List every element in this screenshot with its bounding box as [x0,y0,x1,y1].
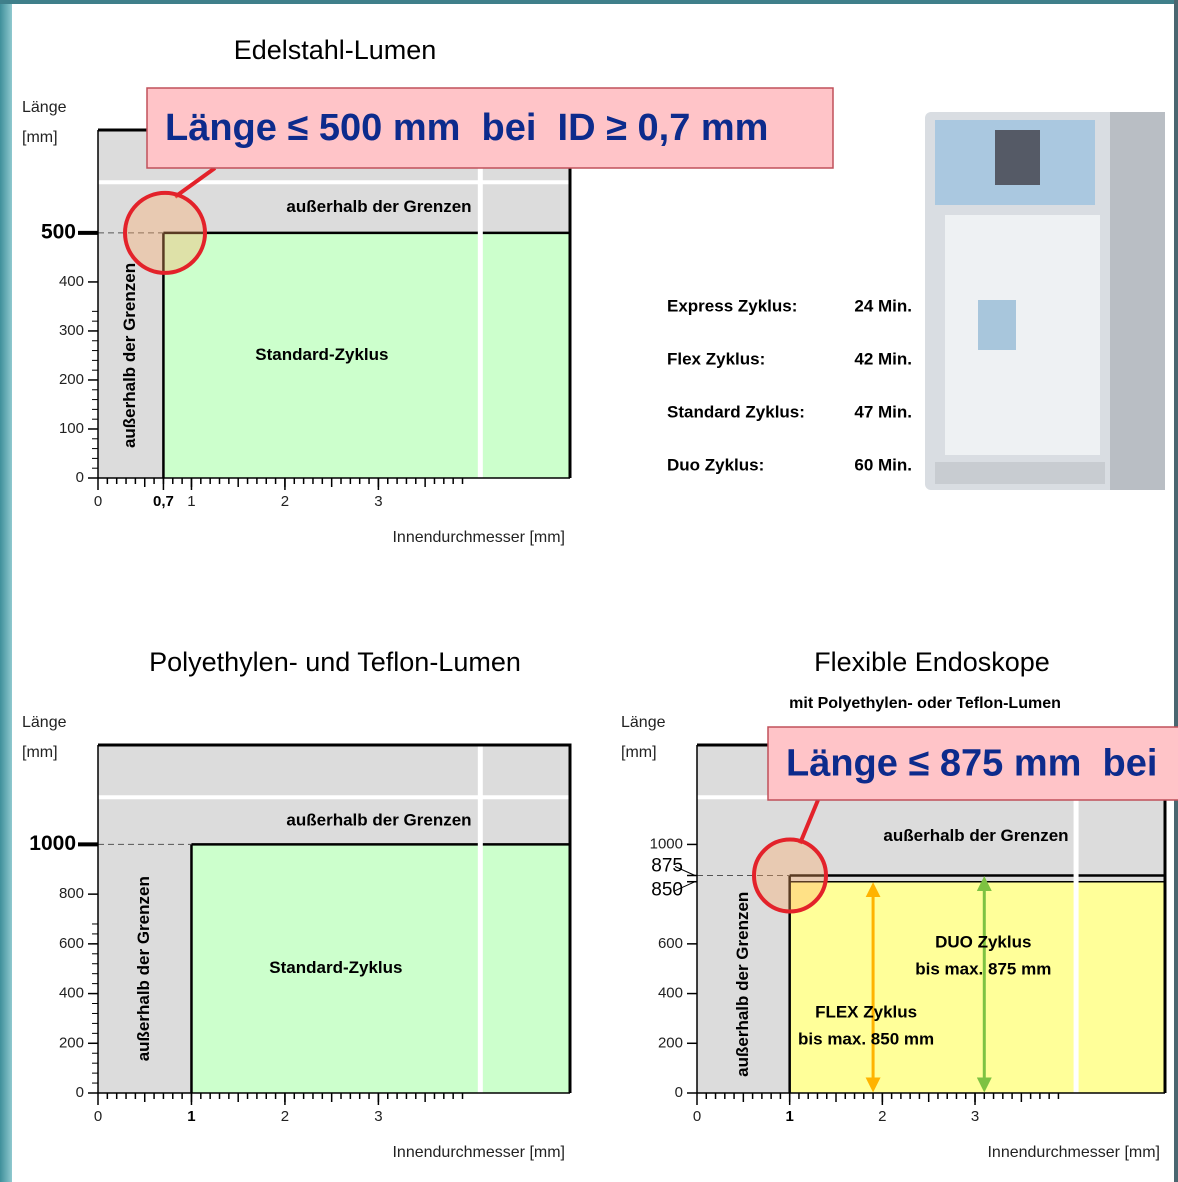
y-tick-label: 850 [651,880,683,901]
series-label: bis max. 875 mm [915,959,1051,978]
callout-circle [125,193,205,273]
region-label: außerhalb der Grenzen [286,810,471,829]
y-tick-label: 200 [59,371,84,388]
x-tick-label: 0 [94,1108,102,1125]
cycle-time: 42 Min. [854,349,912,368]
y-tick-label: 100 [59,420,84,437]
y-tick-label: 600 [658,935,683,952]
cycle-time: 60 Min. [854,455,912,474]
machine-image [925,112,1165,490]
side-bar [0,0,12,1182]
series-name: FLEX Zyklus [815,1002,917,1021]
y-tick-label: 1000 [650,835,683,852]
y-tick-label: 0 [675,1084,683,1101]
inside-region [790,882,1165,1093]
region-label: Standard-Zyklus [269,958,402,977]
x-tick-label: 0 [693,1108,701,1125]
series-name: DUO Zyklus [935,932,1031,951]
top-bar [0,0,1178,4]
region-label: außerhalb der Grenzen [134,876,153,1061]
x-tick-label: 1 [187,1108,195,1125]
cycle-name: Express Zyklus: [667,296,797,315]
x-tick-label: 0 [94,493,102,510]
y-label: Länge [621,714,666,731]
x-tick-label: 2 [878,1108,886,1125]
region-label: außerhalb der Grenzen [883,826,1068,845]
x-tick-label: 2 [281,493,289,510]
y-tick-label: 0 [76,1084,84,1101]
x-label: Innendurchmesser [mm] [392,1144,565,1161]
y-label: Länge [22,99,67,116]
cycle-time: 47 Min. [854,402,912,421]
x-label: Innendurchmesser [mm] [392,529,565,546]
series-label: bis max. 850 mm [798,1029,934,1048]
x-tick-label: 2 [281,1108,289,1125]
y-tick-label: 875 [651,856,683,877]
right-bar [1174,0,1178,1182]
region-label: außerhalb der Grenzen [286,197,471,216]
x-tick-label: 3 [374,493,382,510]
chart-title: Edelstahl-Lumen [234,35,437,65]
x-tick-label: 0,7 [153,493,174,510]
region-label: außerhalb der Grenzen [733,892,752,1077]
y-tick-label: 600 [59,935,84,952]
callout-text: Länge ≤ 875 mm bei [786,743,1157,785]
callout-text: Länge ≤ 500 mm bei ID ≥ 0,7 mm [165,107,768,149]
x-tick-label: 1 [786,1108,794,1125]
cycle-time: 24 Min. [854,296,912,315]
x-label: Innendurchmesser [mm] [987,1144,1160,1161]
chart-title: Flexible Endoskope [814,647,1050,677]
y-tick-label: 400 [59,985,84,1002]
y-label: [mm] [621,744,657,761]
region-label: außerhalb der Grenzen [120,263,139,448]
y-tick-label: 1000 [29,832,76,855]
cycle-name: Duo Zyklus: [667,455,764,474]
y-label: Länge [22,714,67,731]
cycle-name: Standard Zyklus: [667,402,805,421]
chart-title: Polyethylen- und Teflon-Lumen [149,647,521,677]
y-tick-label: 400 [59,273,84,290]
callout-circle [754,840,826,912]
slide: Edelstahl-Lumen außerhalb der Grenzen auße… [0,0,1178,1182]
chart-subtitle: mit Polyethylen- oder Teflon-Lumen [789,695,1061,712]
y-tick-label: 800 [59,885,84,902]
y-tick-label: 400 [658,985,683,1002]
region-label: Standard-Zyklus [255,345,388,364]
y-tick-label: 500 [41,220,76,243]
x-tick-label: 3 [971,1108,979,1125]
y-tick-label: 0 [76,469,84,486]
cycle-name: Flex Zyklus: [667,349,765,368]
y-tick-label: 200 [59,1034,84,1051]
y-tick-label: 300 [59,322,84,339]
x-tick-label: 3 [374,1108,382,1125]
y-label: [mm] [22,129,58,146]
x-tick-label: 1 [187,493,195,510]
y-tick-label: 200 [658,1034,683,1051]
y-label: [mm] [22,744,58,761]
